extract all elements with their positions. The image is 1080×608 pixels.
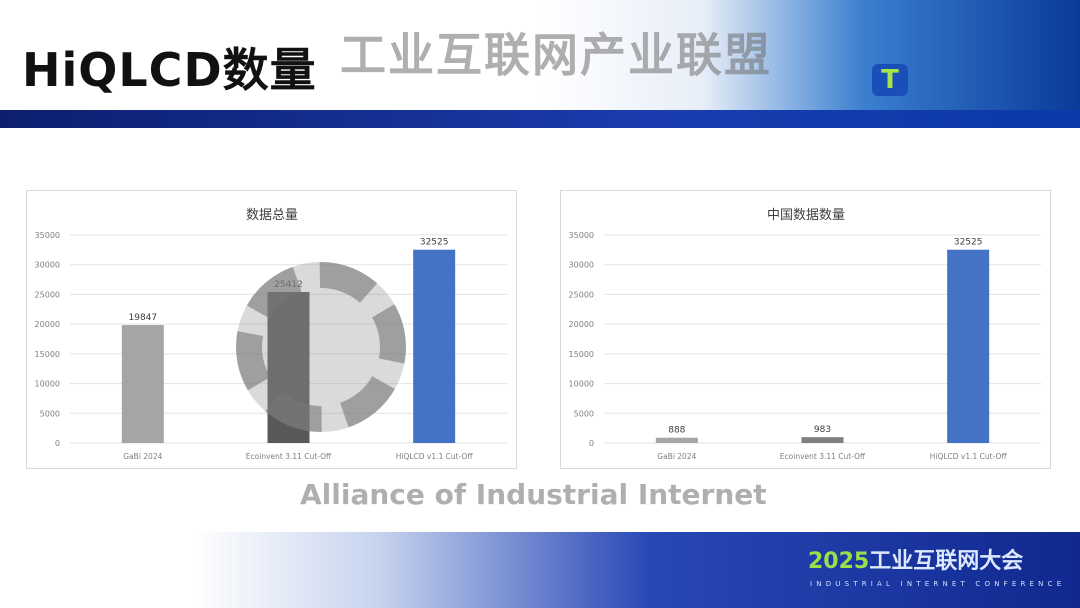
bar — [947, 249, 990, 443]
conference-logo: 2025工业互联网大会 — [808, 549, 1023, 575]
y-tick-label: 10000 — [569, 380, 594, 389]
x-tick-label: Ecoinvent 3.11 Cut-Off — [780, 452, 866, 461]
y-tick-label: 30000 — [569, 261, 594, 270]
data-label: 32525 — [954, 238, 983, 248]
conference-name-en: INDUSTRIAL INTERNET CONFERENCE — [810, 580, 1066, 588]
y-tick-label: 15000 — [35, 350, 60, 359]
brand-logo: T — [872, 64, 908, 96]
watermark-en: Alliance of Industrial Internet — [300, 478, 767, 511]
chart-china: 中国数据数量 0 5000 10000 15000 20000 25000 30000 3500… — [560, 190, 1051, 469]
conference-name: 工业互联网大会 — [869, 549, 1024, 574]
data-label: 19847 — [129, 313, 158, 323]
chart-china-svg: 中国数据数量 0 5000 10000 15000 20000 25000 30000 3500… — [569, 208, 1041, 461]
y-tick-label: 15000 — [569, 350, 594, 359]
chart-total: 数据总量 0 5000 10000 15000 20000 25000 30000 35000 1… — [26, 190, 517, 469]
y-tick-label: 20000 — [569, 320, 594, 329]
data-label: 25412 — [274, 280, 303, 290]
chart-total-svg: 数据总量 0 5000 10000 15000 20000 25000 30000 35000 1… — [35, 208, 507, 461]
data-label: 888 — [668, 426, 685, 436]
chart-title: 数据总量 — [246, 208, 298, 223]
bar — [267, 291, 310, 443]
bar — [121, 325, 164, 443]
x-tick-label: GaBi 2024 — [657, 452, 696, 461]
header-stripe — [0, 110, 1080, 128]
bar — [801, 437, 844, 443]
y-tick-label: 35000 — [35, 231, 60, 240]
y-tick-label: 10000 — [35, 380, 60, 389]
data-label: 983 — [814, 425, 831, 435]
y-tick-label: 5000 — [40, 409, 60, 418]
y-tick-label: 0 — [55, 439, 60, 448]
bar — [655, 437, 698, 443]
x-tick-label: HiQLCD v1.1 Cut-Off — [930, 452, 1008, 461]
y-tick-label: 25000 — [35, 290, 60, 299]
y-tick-label: 30000 — [35, 261, 60, 270]
y-tick-label: 5000 — [574, 409, 594, 418]
y-tick-label: 0 — [589, 439, 594, 448]
page-title: HiQLCD数量 — [22, 43, 317, 97]
conference-year: 2025 — [808, 549, 870, 574]
y-tick-label: 25000 — [569, 290, 594, 299]
bar — [413, 249, 456, 443]
y-tick-label: 35000 — [569, 231, 594, 240]
x-tick-label: Ecoinvent 3.11 Cut-Off — [246, 452, 332, 461]
data-label: 32525 — [420, 238, 449, 248]
chart-title: 中国数据数量 — [767, 208, 845, 223]
footer-banner — [0, 532, 1080, 608]
y-tick-label: 20000 — [35, 320, 60, 329]
x-tick-label: HiQLCD v1.1 Cut-Off — [396, 452, 474, 461]
x-tick-label: GaBi 2024 — [123, 452, 162, 461]
